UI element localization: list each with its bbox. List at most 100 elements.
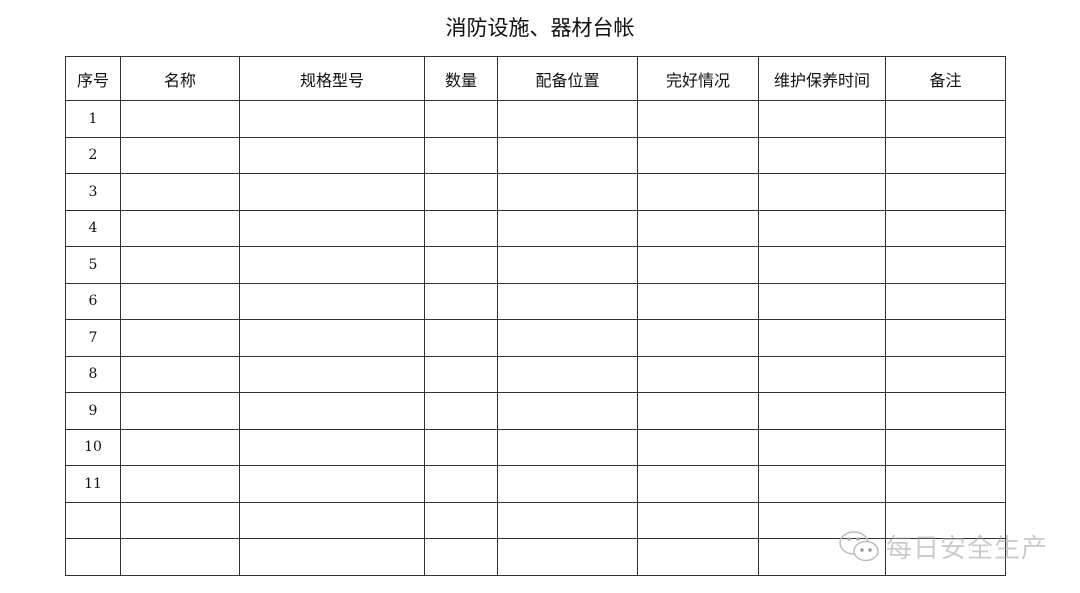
table-cell [120,465,240,503]
row-number: 3 [65,173,121,211]
table-cell [120,100,240,138]
table-cell [758,246,886,284]
row-number [65,538,121,576]
table-cell [239,501,425,539]
table-cell [637,319,759,357]
table-cell [758,173,886,211]
table-cell [497,246,638,284]
table-row: 4 [65,209,1006,247]
table-row: 6 [65,282,1006,320]
column-header: 规格型号 [239,56,425,101]
watermark-text: 每日安全生产 [886,534,1049,564]
table-cell [637,355,759,393]
table-cell [239,282,425,320]
column-header: 序号 [65,56,121,101]
table-cell [637,392,759,430]
table-cell [239,100,425,138]
watermark: 每日安全生产 [838,528,1048,565]
table-row: 10 [65,428,1006,466]
table-cell [758,282,886,320]
table-cell [424,246,498,284]
table-cell [758,501,886,539]
row-number: 11 [65,465,121,503]
table-cell [239,392,425,430]
table-cell [885,428,1006,466]
table-cell [497,173,638,211]
table-cell [239,538,425,576]
table-cell [424,501,498,539]
table-row: 7 [65,319,1006,357]
table-cell [239,465,425,503]
table-row: 3 [65,173,1006,211]
table-cell [497,428,638,466]
table-cell [637,428,759,466]
table-cell [120,538,240,576]
table-cell [239,173,425,211]
row-number: 5 [65,246,121,284]
row-number: 9 [65,392,121,430]
table-cell [120,501,240,539]
table-cell [120,428,240,466]
row-number: 6 [65,282,121,320]
table-cell [497,538,638,576]
table-cell [239,246,425,284]
table-cell [637,209,759,247]
page-title: 消防设施、器材台帐 [445,16,635,40]
equipment-ledger-table: 序号 名称 规格型号 数量 配备位置 完好情况 维护保养时间 备注 1 2 3 4 5 6 7 8 9 10 11 [65,56,1006,576]
table-cell [637,100,759,138]
row-number: 10 [65,428,121,466]
table-cell [239,136,425,174]
table-row: 9 [65,392,1006,430]
table-cell [637,246,759,284]
table-cell [497,465,638,503]
table-cell [885,173,1006,211]
table-cell [758,465,886,503]
header-row: 序号 名称 规格型号 数量 配备位置 完好情况 维护保养时间 备注 [65,56,1006,101]
table-cell [637,538,759,576]
table-cell [239,209,425,247]
table-cell [424,355,498,393]
table-cell [885,538,1006,576]
table-cell [758,355,886,393]
table-row: 8 [65,355,1006,393]
table-cell [758,392,886,430]
table-cell [885,282,1006,320]
table-cell [424,100,498,138]
table-cell [239,428,425,466]
table-cell [885,319,1006,357]
table-cell [424,392,498,430]
table-cell [120,136,240,174]
table-cell [885,100,1006,138]
table-cell [120,355,240,393]
row-number: 8 [65,355,121,393]
column-header: 名称 [120,56,240,101]
table-cell [497,209,638,247]
table-cell [637,173,759,211]
table-cell [885,355,1006,393]
table-cell [637,465,759,503]
table-cell [497,136,638,174]
table-cell [120,209,240,247]
table-cell [758,428,886,466]
table-cell [120,392,240,430]
table-cell [424,428,498,466]
wechat-icon [839,530,879,561]
table-cell [885,392,1006,430]
row-number [65,501,121,539]
table-cell [497,100,638,138]
table-cell [637,136,759,174]
row-number: 1 [65,100,121,138]
table-cell [497,392,638,430]
table-cell [497,282,638,320]
row-number: 2 [65,136,121,174]
table-cell [424,209,498,247]
column-header: 维护保养时间 [758,56,886,101]
table-cell [424,173,498,211]
table-cell [120,173,240,211]
table-cell [885,465,1006,503]
column-header: 备注 [885,56,1006,101]
table-row: 5 [65,246,1006,284]
table-cell [497,355,638,393]
row-number: 7 [65,319,121,357]
table-cell [424,465,498,503]
